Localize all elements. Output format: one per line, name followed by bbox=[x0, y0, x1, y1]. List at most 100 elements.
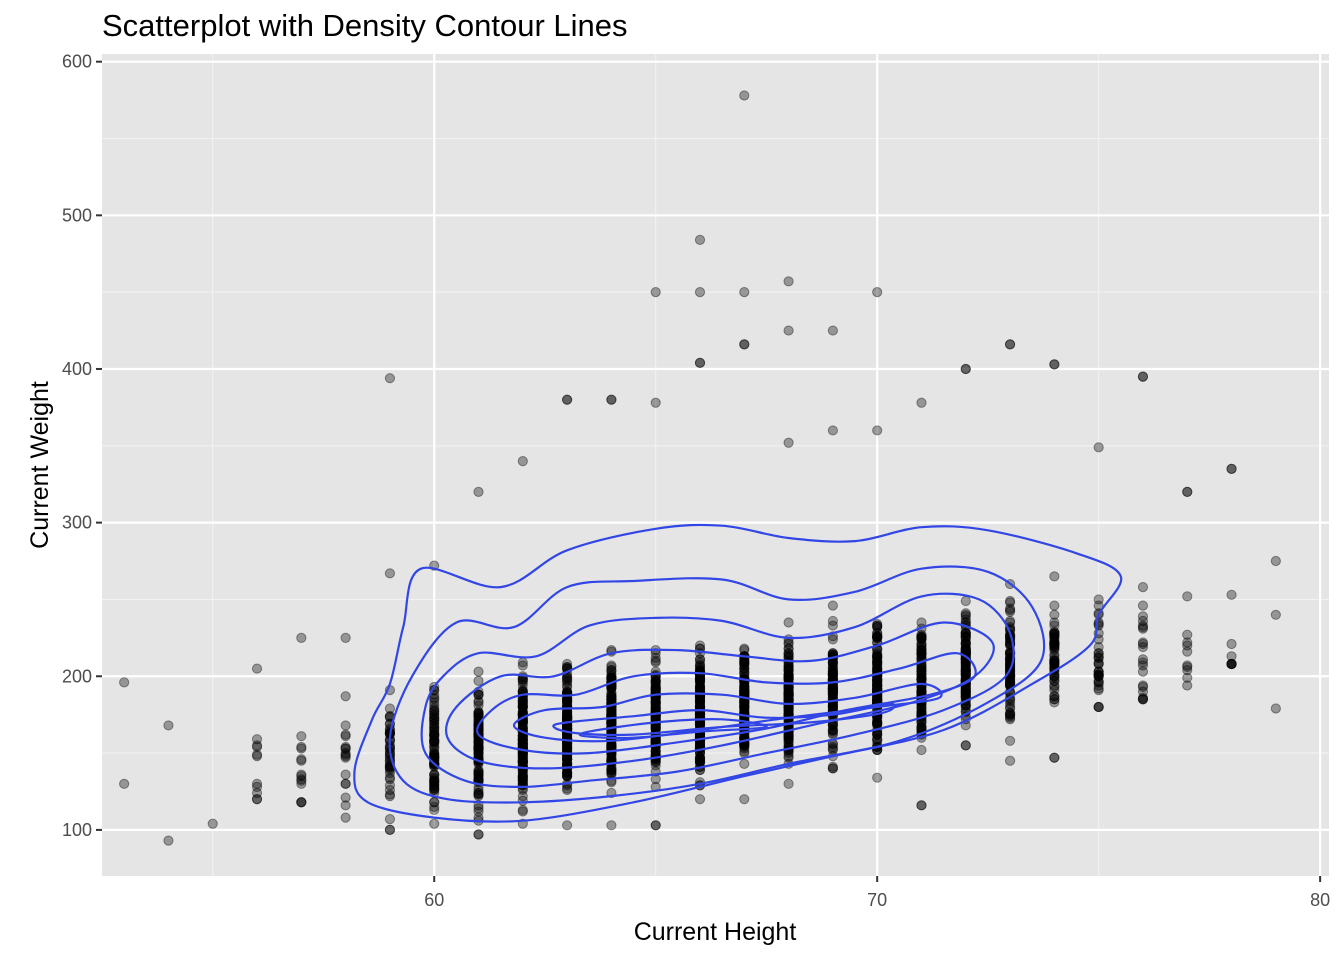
data-point bbox=[473, 789, 484, 800]
data-point bbox=[340, 751, 351, 762]
data-point bbox=[340, 749, 351, 760]
data-point bbox=[340, 743, 351, 754]
data-point bbox=[473, 708, 484, 719]
data-point bbox=[517, 701, 528, 713]
data-point bbox=[650, 700, 661, 711]
data-point bbox=[296, 769, 307, 780]
data-point bbox=[694, 669, 706, 680]
data-point bbox=[473, 806, 484, 817]
data-point bbox=[517, 738, 528, 749]
data-point bbox=[429, 781, 440, 792]
data-point bbox=[1270, 703, 1281, 714]
data-point bbox=[473, 697, 484, 708]
data-point bbox=[827, 325, 838, 336]
data-point bbox=[562, 658, 573, 670]
data-point bbox=[650, 681, 661, 693]
data-point bbox=[429, 731, 440, 742]
data-point bbox=[562, 677, 573, 688]
data-point bbox=[739, 339, 750, 350]
data-point bbox=[429, 769, 440, 780]
data-point bbox=[340, 778, 351, 789]
data-point bbox=[473, 711, 484, 722]
data-point bbox=[1093, 617, 1104, 628]
data-point bbox=[473, 743, 484, 754]
data-point bbox=[517, 755, 528, 766]
data-point bbox=[429, 747, 440, 759]
data-point bbox=[1093, 648, 1104, 659]
data-point bbox=[429, 715, 440, 726]
data-point bbox=[562, 771, 573, 782]
data-point bbox=[517, 734, 528, 745]
data-point bbox=[473, 711, 484, 722]
data-point bbox=[340, 729, 351, 740]
data-point bbox=[606, 665, 617, 676]
data-point bbox=[429, 724, 440, 736]
data-point bbox=[960, 643, 971, 654]
data-point bbox=[473, 743, 484, 754]
data-point bbox=[473, 771, 484, 782]
data-point bbox=[429, 728, 440, 739]
data-point bbox=[694, 287, 706, 298]
data-point bbox=[650, 701, 661, 713]
data-point bbox=[739, 741, 750, 753]
data-point bbox=[251, 749, 263, 760]
data-point bbox=[429, 721, 440, 733]
data-point bbox=[429, 769, 440, 780]
data-point bbox=[1093, 442, 1104, 453]
data-point bbox=[606, 691, 617, 702]
data-point bbox=[340, 720, 351, 731]
data-point bbox=[207, 818, 218, 829]
data-point bbox=[606, 692, 617, 703]
data-point bbox=[119, 677, 130, 688]
data-point bbox=[1004, 595, 1016, 607]
data-point bbox=[872, 674, 883, 685]
data-point bbox=[650, 652, 661, 663]
data-point bbox=[562, 771, 573, 782]
data-point bbox=[517, 697, 528, 708]
data-point bbox=[473, 737, 484, 748]
data-point bbox=[296, 741, 307, 753]
data-point bbox=[429, 726, 440, 737]
data-point bbox=[517, 734, 528, 745]
data-point bbox=[340, 769, 351, 780]
data-point bbox=[473, 766, 484, 777]
data-point bbox=[251, 781, 263, 792]
data-point bbox=[517, 701, 528, 713]
data-point bbox=[473, 675, 484, 686]
data-point bbox=[606, 694, 617, 705]
data-point bbox=[694, 755, 706, 766]
data-point bbox=[251, 794, 263, 805]
data-point bbox=[694, 640, 706, 651]
data-point bbox=[1137, 666, 1149, 677]
data-point bbox=[296, 778, 307, 789]
data-point bbox=[606, 766, 617, 777]
x-axis-title: Current Height bbox=[634, 918, 797, 946]
data-point bbox=[1137, 680, 1149, 691]
data-point bbox=[340, 691, 351, 702]
data-point bbox=[1049, 694, 1060, 705]
data-point bbox=[517, 738, 528, 749]
data-point bbox=[473, 689, 484, 700]
data-point bbox=[429, 780, 440, 791]
data-point bbox=[783, 778, 794, 789]
data-point bbox=[650, 695, 661, 706]
data-point bbox=[340, 743, 351, 754]
data-point bbox=[473, 706, 484, 717]
data-point bbox=[1137, 641, 1149, 653]
data-point bbox=[340, 741, 351, 753]
data-point bbox=[694, 660, 706, 671]
data-point bbox=[1226, 638, 1237, 650]
data-point bbox=[694, 712, 706, 723]
data-point bbox=[650, 760, 661, 771]
data-point bbox=[562, 741, 573, 753]
data-point bbox=[650, 746, 661, 757]
data-point bbox=[827, 741, 838, 753]
data-point bbox=[562, 709, 573, 720]
data-point bbox=[694, 675, 706, 686]
data-point bbox=[340, 778, 351, 789]
data-point bbox=[473, 767, 484, 779]
data-point bbox=[517, 720, 528, 731]
data-point bbox=[827, 666, 838, 677]
data-point bbox=[473, 744, 484, 756]
